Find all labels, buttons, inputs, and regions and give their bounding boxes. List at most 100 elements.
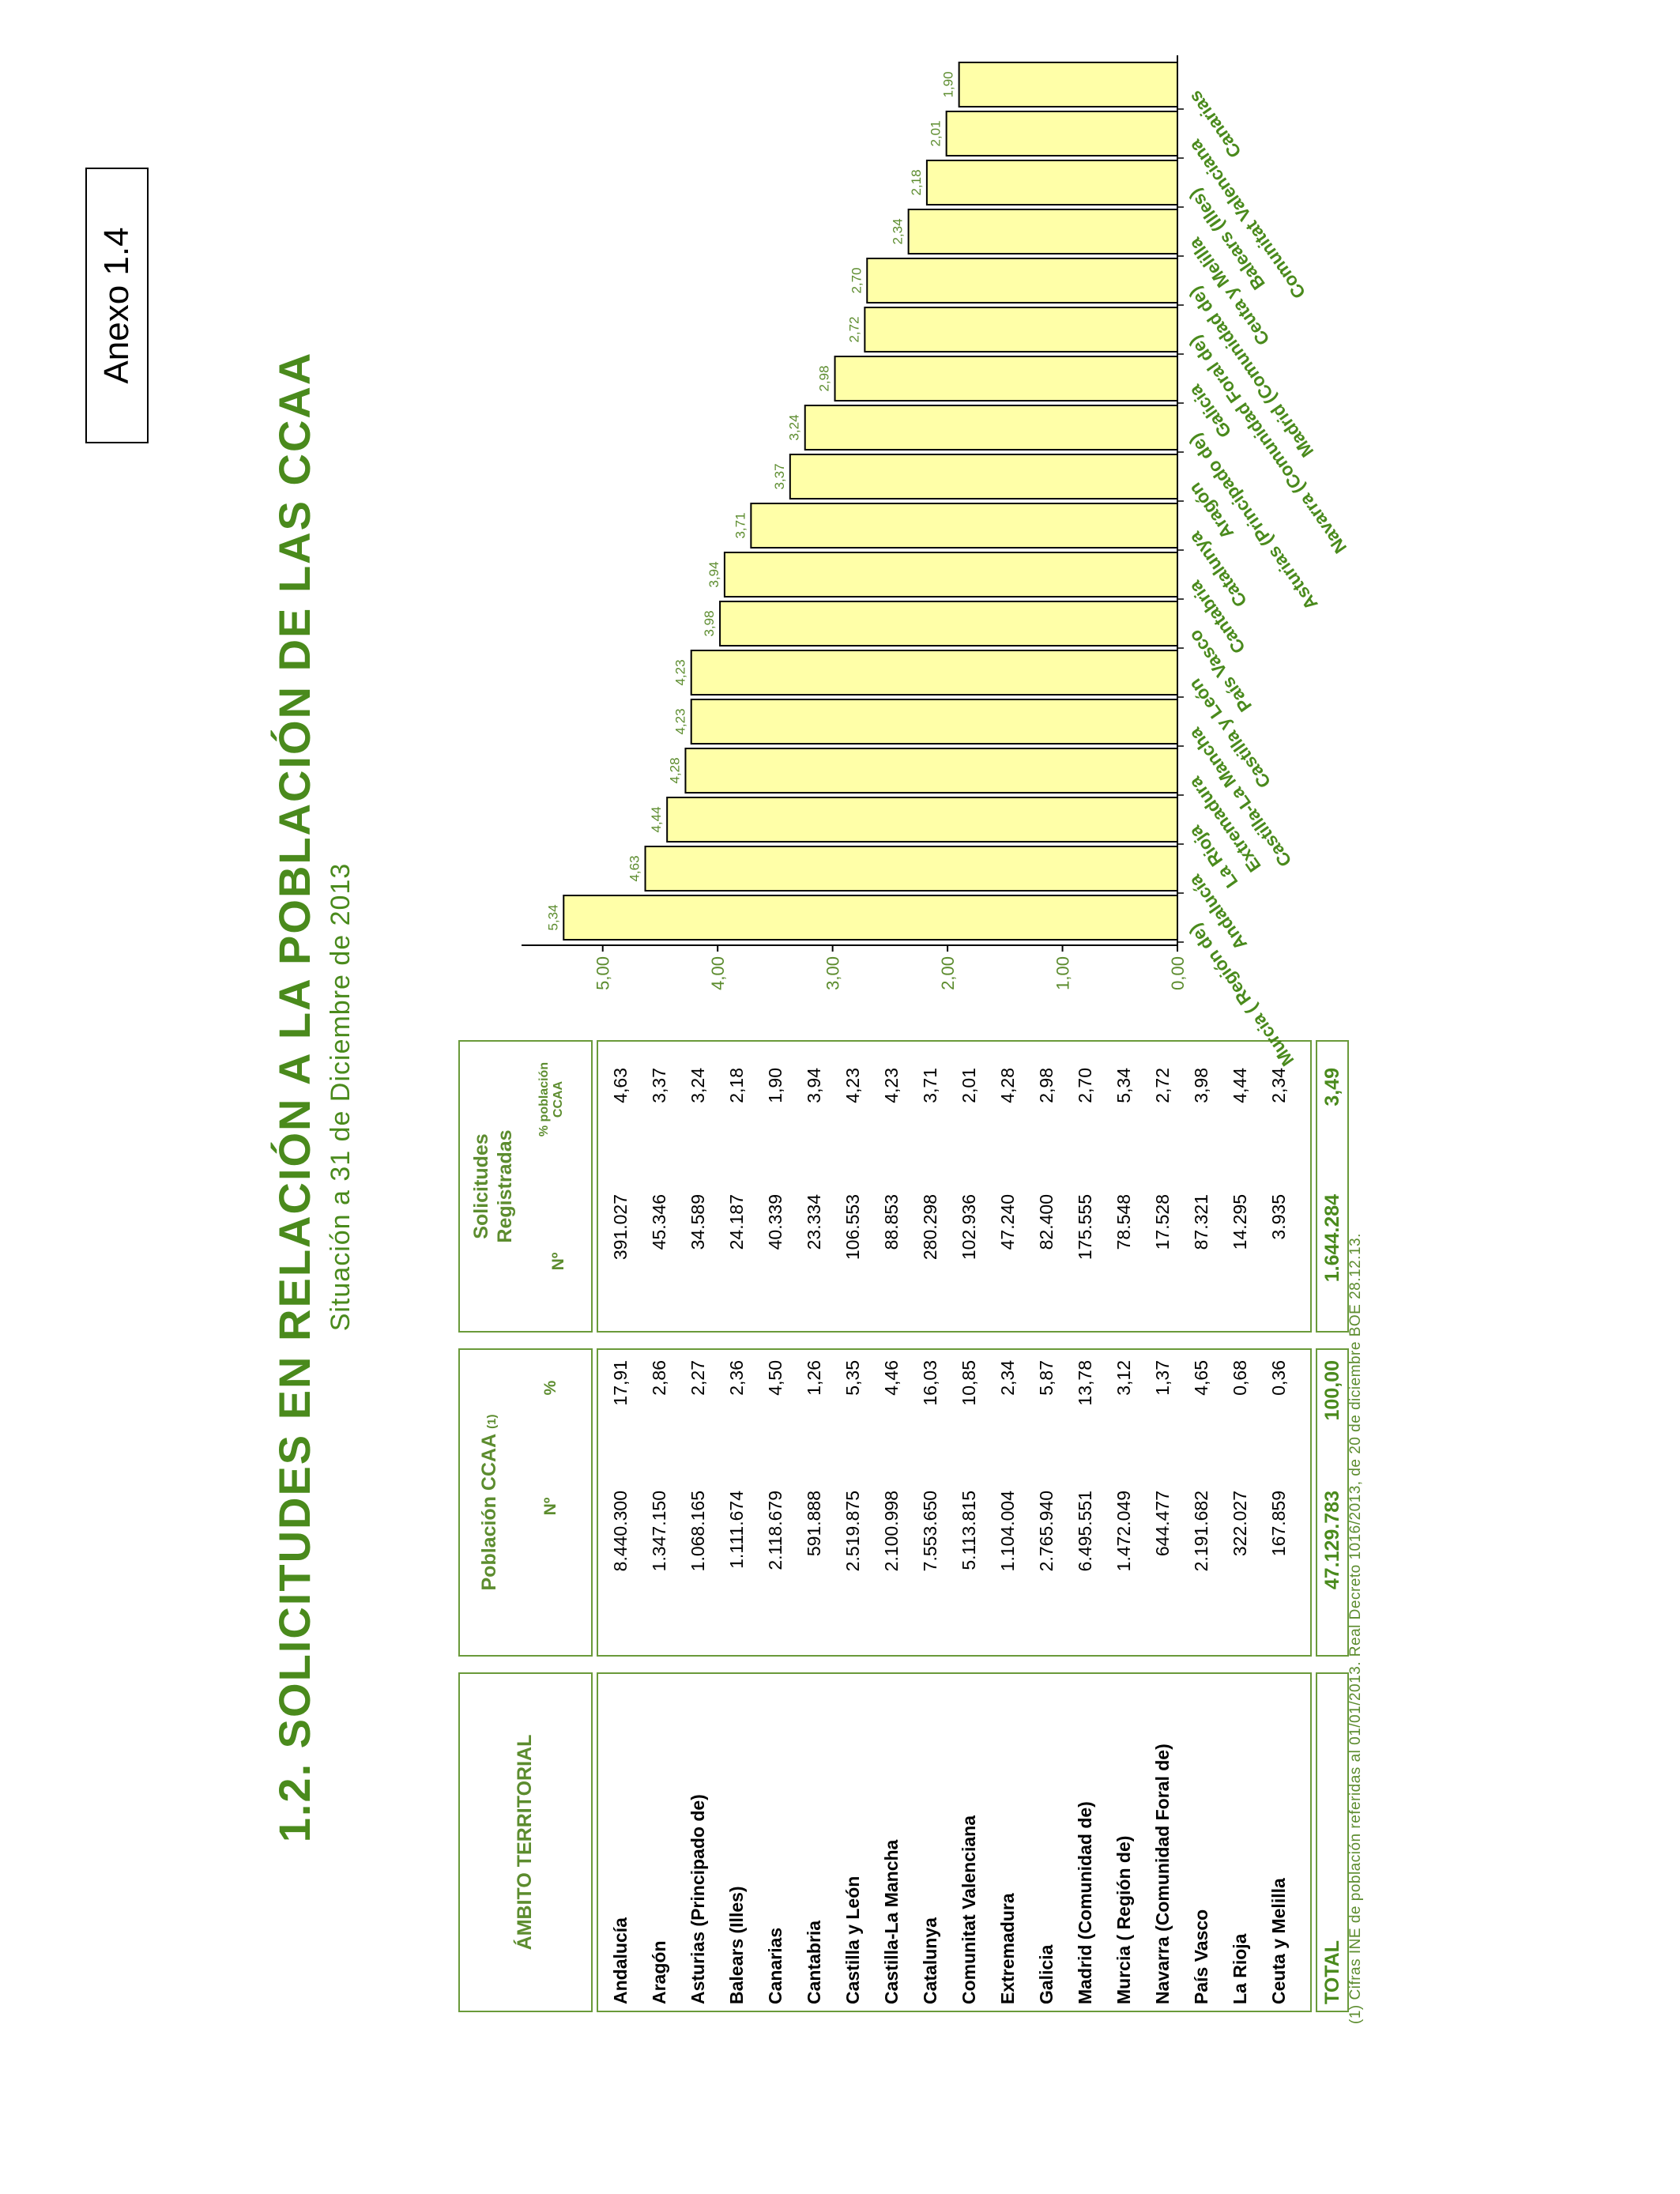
row-poblacion-pct: 5,87 — [1036, 1360, 1057, 1396]
bar-value-label: 3,71 — [733, 512, 748, 538]
row-solicitudes-pct: 1,90 — [765, 1068, 785, 1103]
bar-value-label: 2,72 — [846, 316, 861, 342]
row-poblacion: 2.100.998 — [881, 1491, 902, 1572]
row-solicitudes-pct: 5,34 — [1113, 1068, 1134, 1103]
row-solicitudes: 87.321 — [1191, 1194, 1211, 1250]
bar-value-label: 2,01 — [929, 120, 944, 146]
row-poblacion: 7.553.650 — [920, 1491, 940, 1572]
row-poblacion: 644.477 — [1152, 1491, 1173, 1557]
header-poblacion-pct: % — [541, 1380, 559, 1396]
y-tick-label: 3,00 — [823, 956, 843, 990]
row-solicitudes-pct: 2,01 — [959, 1068, 979, 1103]
row-poblacion: 8.440.300 — [610, 1491, 631, 1572]
row-solicitudes: 45.346 — [649, 1194, 669, 1250]
row-poblacion-pct: 1,26 — [804, 1360, 824, 1396]
bar-value-label: 4,28 — [667, 757, 682, 783]
bar — [684, 748, 1179, 794]
bar — [864, 307, 1178, 352]
row-poblacion-pct: 2,86 — [649, 1360, 669, 1396]
row-solicitudes-pct: 3,71 — [920, 1068, 940, 1103]
bar — [945, 111, 1178, 156]
header-poblacion-n: Nº — [541, 1497, 559, 1516]
row-name: Murcia ( Región de) — [1113, 1835, 1134, 2004]
row-solicitudes: 14.295 — [1230, 1194, 1250, 1250]
row-solicitudes: 34.589 — [687, 1194, 708, 1250]
row-poblacion-pct: 2,27 — [687, 1360, 708, 1396]
row-name: Castilla y León — [842, 1875, 863, 2004]
bar — [907, 209, 1178, 254]
row-poblacion-pct: 13,78 — [1075, 1360, 1095, 1406]
row-solicitudes-pct: 4,23 — [842, 1068, 863, 1103]
row-poblacion-pct: 2,34 — [997, 1360, 1018, 1396]
bar-value-label: 4,23 — [673, 708, 688, 734]
row-poblacion-pct: 0,68 — [1230, 1360, 1250, 1396]
row-name: Asturias (Principado de) — [687, 1794, 708, 2004]
row-solicitudes-pct: 2,34 — [1268, 1068, 1289, 1103]
row-poblacion-pct: 4,65 — [1191, 1360, 1211, 1396]
bar — [644, 846, 1178, 892]
row-solicitudes: 391.027 — [610, 1194, 631, 1261]
bar — [690, 650, 1178, 696]
row-poblacion-pct: 16,03 — [920, 1360, 940, 1406]
row-name: Andalucía — [610, 1917, 631, 2004]
header-ambito: ÁMBITO TERRITORIAL — [514, 1734, 536, 1951]
bar-value-label: 4,63 — [627, 855, 642, 881]
row-poblacion: 1.347.150 — [649, 1491, 669, 1572]
row-poblacion-pct: 3,12 — [1113, 1360, 1134, 1396]
bar — [723, 552, 1178, 598]
row-poblacion: 1.104.004 — [997, 1491, 1018, 1572]
page-title: 1.2. SOLICITUDES EN RELACIÓN A LA POBLAC… — [269, 351, 319, 1843]
row-solicitudes: 23.334 — [804, 1194, 824, 1250]
row-solicitudes: 88.853 — [881, 1194, 902, 1250]
row-poblacion-pct: 0,36 — [1268, 1360, 1289, 1396]
bar — [925, 160, 1179, 205]
row-solicitudes-pct: 2,98 — [1036, 1068, 1057, 1103]
row-name: Balears (Illes) — [726, 1886, 747, 2004]
bar — [804, 405, 1178, 450]
bar — [719, 601, 1179, 647]
row-poblacion: 6.495.551 — [1075, 1491, 1095, 1572]
row-name: Navarra (Comunidad Foral de) — [1152, 1744, 1173, 2004]
row-solicitudes: 106.553 — [842, 1194, 863, 1261]
header-solicitudes-pct-1: % población — [537, 1061, 551, 1137]
row-poblacion: 591.888 — [804, 1491, 824, 1557]
bar-value-label: 2,70 — [849, 267, 864, 293]
row-solicitudes: 175.555 — [1075, 1194, 1095, 1261]
row-poblacion: 2.519.875 — [842, 1491, 863, 1572]
bar — [690, 699, 1178, 745]
row-poblacion-pct: 4,50 — [765, 1360, 785, 1396]
y-tick-label: 2,00 — [938, 956, 958, 990]
row-poblacion: 2.191.682 — [1191, 1491, 1211, 1572]
row-solicitudes: 280.298 — [920, 1194, 940, 1261]
row-poblacion: 1.111.674 — [726, 1491, 747, 1569]
row-solicitudes: 47.240 — [997, 1194, 1018, 1250]
header-poblacion: Población CCAA (1) — [478, 1348, 501, 1657]
row-name: Aragón — [649, 1940, 669, 2005]
bar-value-label: 4,23 — [673, 659, 688, 685]
total-solicitudes: 1.644.284 — [1321, 1194, 1343, 1283]
row-poblacion: 1.472.049 — [1113, 1491, 1134, 1572]
header-poblacion-note: (1) — [485, 1414, 499, 1429]
header-solicitudes-pct-2: CCAA — [552, 1080, 565, 1118]
row-solicitudes-pct: 3,24 — [687, 1068, 708, 1103]
row-solicitudes: 82.400 — [1036, 1194, 1057, 1250]
row-poblacion-pct: 2,36 — [726, 1360, 747, 1396]
footnote: (1) Cifras INE de población referidas al… — [1347, 1233, 1364, 2024]
row-poblacion-pct: 5,35 — [842, 1360, 863, 1396]
row-poblacion: 2.118.679 — [765, 1491, 785, 1570]
page-subtitle: Situación a 31 de Diciembre de 2013 — [326, 862, 356, 1332]
row-solicitudes-pct: 3,98 — [1191, 1068, 1211, 1103]
bar — [563, 895, 1179, 941]
bar — [958, 62, 1178, 107]
header-poblacion-label: Población CCAA — [478, 1434, 500, 1591]
row-solicitudes-pct: 4,44 — [1230, 1068, 1250, 1103]
row-name: Canarias — [765, 1927, 785, 2004]
row-name: País Vasco — [1191, 1909, 1211, 2004]
row-poblacion: 322.027 — [1230, 1491, 1250, 1557]
row-solicitudes: 17.528 — [1152, 1194, 1173, 1250]
row-name: Galicia — [1036, 1944, 1057, 2004]
bar — [789, 454, 1178, 499]
row-solicitudes-pct: 4,63 — [610, 1068, 631, 1103]
row-solicitudes-pct: 4,28 — [997, 1068, 1018, 1103]
row-solicitudes: 24.187 — [726, 1194, 747, 1250]
